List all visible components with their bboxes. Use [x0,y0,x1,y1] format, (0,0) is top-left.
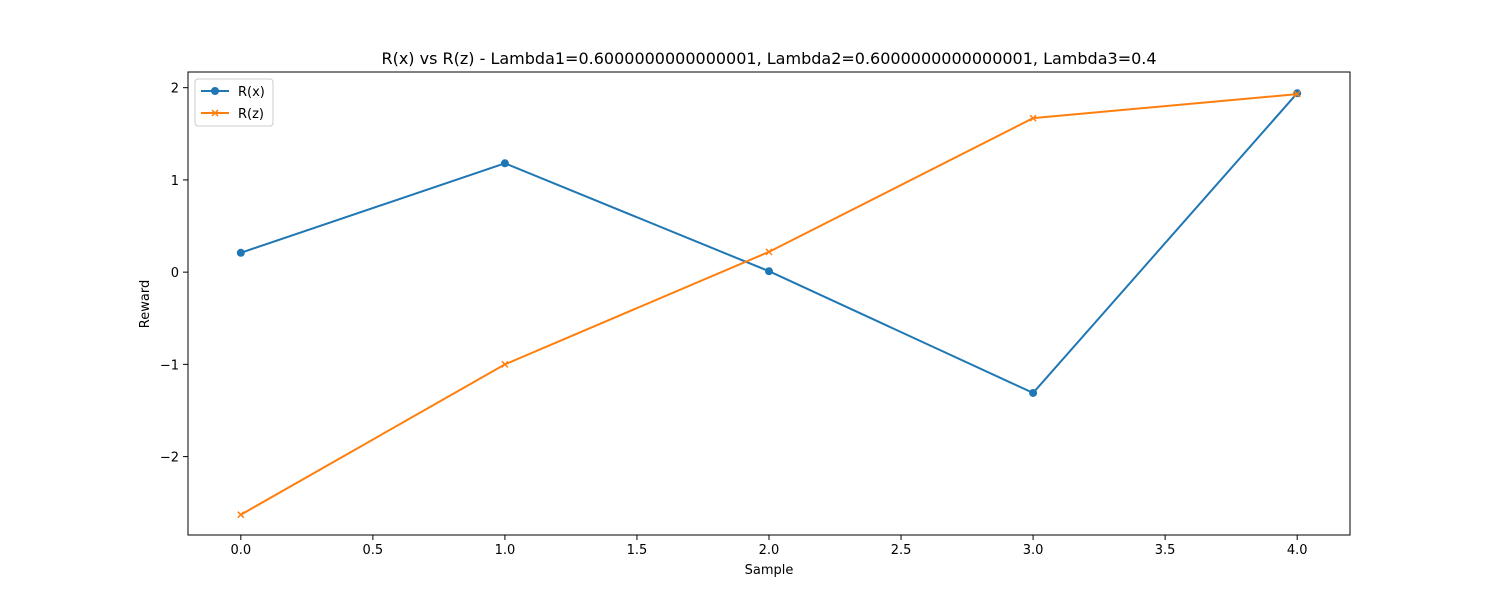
x-tick-label: 4.0 [1287,543,1308,558]
chart-title: R(x) vs R(z) - Lambda1=0.600000000000000… [381,49,1156,68]
x-tick-label: 3.0 [1023,543,1044,558]
data-point-rx [236,248,245,257]
x-tick-label: 0.0 [230,543,251,558]
legend-label-rz: R(z) [238,107,264,122]
data-point-rz [501,360,509,368]
y-tick-label: 2 [171,82,179,97]
data-point-rx [500,159,509,168]
x-tick-label: 1.5 [627,543,648,558]
x-tick-label: 3.5 [1155,543,1176,558]
x-axis-label: Sample [745,563,794,578]
x-axis: 0.0 0.5 1.0 1.5 2.0 2.5 3.0 3.5 4.0 [230,535,1308,558]
x-tick-label: 2.0 [759,543,780,558]
y-axis-label: Reward [138,280,153,328]
legend-label-rx: R(x) [238,85,265,100]
data-point-rz [237,511,245,519]
x-tick-label: 1.0 [495,543,516,558]
x-tick-label: 2.5 [891,543,912,558]
x-tick-label: 0.5 [363,543,384,558]
y-tick-label: −2 [160,451,179,466]
data-point-rz [1029,114,1037,122]
legend-marker-rz [211,109,219,117]
data-point-rx [1029,388,1038,397]
y-tick-label: 1 [171,174,179,189]
legend: R(x) R(z) [194,78,274,127]
data-point-rz [1293,90,1301,98]
y-axis: −2 −1 0 1 2 [160,82,188,466]
y-tick-label: −1 [160,358,179,373]
data-point-rz [765,248,773,256]
legend-marker-rx [211,87,219,95]
plot-area [236,89,1302,519]
data-point-rx [765,267,773,276]
y-tick-label: 0 [171,266,179,281]
